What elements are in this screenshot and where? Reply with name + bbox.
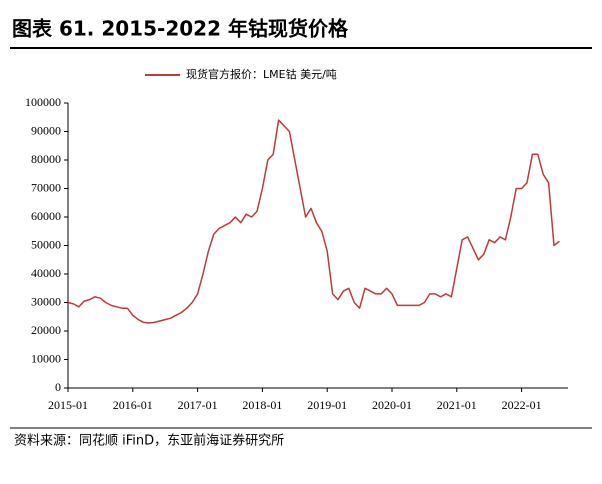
- y-tick-label: 60000: [31, 209, 61, 223]
- legend-label: 现货官方报价：LME钴 美元/吨: [186, 67, 337, 81]
- x-tick-label: 2019-01: [307, 398, 347, 412]
- y-tick-label: 90000: [31, 123, 61, 137]
- y-tick-label: 30000: [31, 294, 61, 308]
- y-tick-label: 10000: [31, 351, 61, 365]
- y-tick-label: 40000: [31, 266, 61, 280]
- x-tick-label: 2020-01: [372, 398, 412, 412]
- x-tick-label: 2016-01: [113, 398, 153, 412]
- x-tick-label: 2017-01: [178, 398, 218, 412]
- source: 资料来源：同花顺 iFinD，东亚前海证券研究所: [14, 433, 284, 449]
- y-tick-label: 50000: [31, 237, 61, 251]
- chart-title: 图表 61. 2015-2022 年钴现货价格: [12, 17, 349, 41]
- y-tick-label: 70000: [31, 180, 61, 194]
- series-line: [67, 119, 560, 324]
- x-tick-label: 2018-01: [242, 398, 282, 412]
- x-tick-label: 2021-01: [437, 398, 477, 412]
- x-tick-label: 2022-01: [502, 398, 542, 412]
- x-tick-label: 2015-01: [48, 398, 88, 412]
- y-tick-label: 20000: [31, 323, 61, 337]
- y-tick-label: 0: [55, 380, 61, 394]
- y-tick-label: 80000: [31, 152, 61, 166]
- y-tick-label: 100000: [25, 95, 61, 109]
